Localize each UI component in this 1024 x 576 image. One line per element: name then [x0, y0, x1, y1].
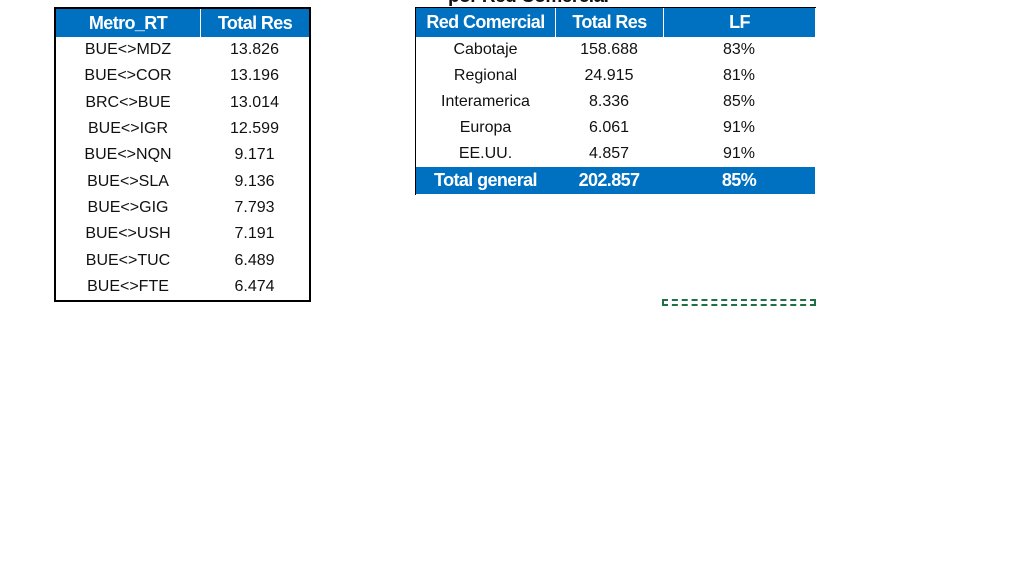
table-cell: Cabotaje: [453, 41, 518, 58]
selection[interactable]: [662, 299, 816, 306]
header-cell: Metro_RT: [56, 9, 200, 37]
table-cell: Europa: [459, 119, 512, 136]
table-cell: EE.UU.: [458, 145, 513, 162]
table-cell: 6.061: [588, 119, 630, 136]
table-cell: 6.489: [234, 251, 275, 269]
table-cell: BUE<>GIG: [87, 198, 169, 216]
table-cell: 4.857: [588, 145, 630, 162]
table-cell: BUE<>TUC: [85, 251, 171, 269]
header-cell: Total Res: [555, 8, 663, 37]
table-cell: 7.191: [234, 225, 275, 243]
table-cell: 91%: [722, 145, 756, 162]
table-cell: BUE<>USH: [85, 225, 171, 243]
table-cell: Interamerica: [441, 93, 530, 110]
table-cell: 13.196: [230, 67, 279, 85]
table-cell: BUE<>COR: [84, 67, 172, 85]
table-cell: BUE<>SLA: [87, 172, 169, 190]
table-cell: BUE<>IGR: [87, 120, 169, 138]
table-cell: 9.171: [234, 146, 275, 164]
table-cell: Regional: [453, 67, 518, 84]
table-border: [54, 7, 311, 302]
table-cell: BUE<>FTE: [87, 277, 169, 295]
table-cell: BRC<>BUE: [85, 93, 171, 111]
header-cell: Total general: [416, 167, 555, 194]
header-cell: 202.857: [555, 167, 663, 194]
table-cell: 8.336: [588, 93, 630, 110]
table-cell: 158.688: [580, 41, 638, 58]
table-title: por Red Comercial: [448, 0, 609, 8]
table-cell: BUE<>MDZ: [84, 41, 172, 59]
header-cell: 85%: [663, 167, 815, 194]
table-border: [415, 7, 816, 195]
table-cell: 7.793: [234, 198, 275, 216]
table-cell: 13.014: [230, 93, 279, 111]
table-cell: 9.136: [234, 172, 275, 190]
table-cell: 24.915: [584, 67, 634, 84]
table-cell: 13.826: [230, 41, 279, 59]
table-cell: 12.599: [230, 120, 279, 138]
table-cell: 6.474: [234, 277, 275, 295]
header-cell: Total Res: [200, 9, 309, 37]
table-cell: 85%: [722, 93, 756, 110]
header-cell: Red Comercial: [416, 8, 555, 37]
table-cell: 91%: [722, 119, 756, 136]
header-cell: LF: [663, 8, 815, 37]
table-cell: 81%: [722, 67, 756, 84]
table-cell: 83%: [722, 41, 756, 58]
table-cell: BUE<>NQN: [84, 146, 172, 164]
